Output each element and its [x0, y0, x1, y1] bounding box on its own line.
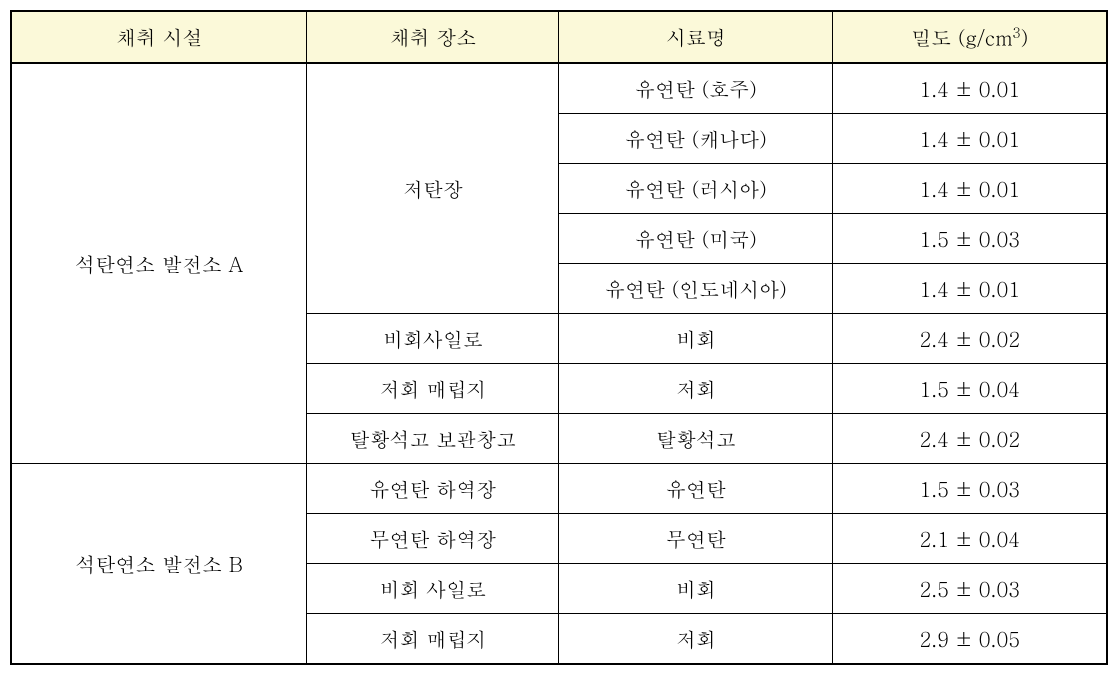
place-cell: 저회 매립지: [307, 363, 559, 413]
sample-cell: 무연탄: [559, 513, 833, 563]
density-cell: 2.5 ± 0.03: [833, 563, 1107, 613]
density-cell: 1.4 ± 0.01: [833, 263, 1107, 313]
table-row: 석탄연소 발전소 B 유연탄 하역장 유연탄 1.5 ± 0.03: [11, 463, 1107, 513]
place-cell: 무연탄 하역장: [307, 513, 559, 563]
header-facility: 채취 시설: [11, 11, 307, 63]
facility-cell: 석탄연소 발전소 B: [11, 463, 307, 664]
facility-cell: 석탄연소 발전소 A: [11, 63, 307, 464]
table-header: 채취 시설 채취 장소 시료명 밀도 (g/cm3): [11, 11, 1107, 63]
density-cell: 2.4 ± 0.02: [833, 313, 1107, 363]
sample-cell: 유연탄 (러시아): [559, 163, 833, 213]
sample-cell: 유연탄 (인도네시아): [559, 263, 833, 313]
header-density: 밀도 (g/cm3): [833, 11, 1107, 63]
sample-cell: 유연탄 (미국): [559, 213, 833, 263]
sample-cell: 유연탄 (호주): [559, 63, 833, 114]
density-table: 채취 시설 채취 장소 시료명 밀도 (g/cm3) 석탄연소 발전소 A 저탄…: [10, 10, 1108, 665]
density-cell: 1.4 ± 0.01: [833, 113, 1107, 163]
place-cell: 저탄장: [307, 63, 559, 314]
density-cell: 1.4 ± 0.01: [833, 163, 1107, 213]
density-cell: 2.4 ± 0.02: [833, 413, 1107, 463]
place-cell: 비회 사일로: [307, 563, 559, 613]
place-cell: 저회 매립지: [307, 613, 559, 664]
table-row: 석탄연소 발전소 A 저탄장 유연탄 (호주) 1.4 ± 0.01: [11, 63, 1107, 114]
header-place: 채취 장소: [307, 11, 559, 63]
place-cell: 비회사일로: [307, 313, 559, 363]
sample-cell: 저회: [559, 613, 833, 664]
density-cell: 2.9 ± 0.05: [833, 613, 1107, 664]
density-cell: 1.4 ± 0.01: [833, 63, 1107, 114]
sample-cell: 탈황석고: [559, 413, 833, 463]
sample-cell: 비회: [559, 563, 833, 613]
sample-cell: 저회: [559, 363, 833, 413]
density-cell: 1.5 ± 0.03: [833, 213, 1107, 263]
sample-cell: 유연탄: [559, 463, 833, 513]
density-cell: 1.5 ± 0.04: [833, 363, 1107, 413]
sample-cell: 비회: [559, 313, 833, 363]
table-body: 석탄연소 발전소 A 저탄장 유연탄 (호주) 1.4 ± 0.01 유연탄 (…: [11, 63, 1107, 664]
density-cell: 1.5 ± 0.03: [833, 463, 1107, 513]
header-sample: 시료명: [559, 11, 833, 63]
header-row: 채취 시설 채취 장소 시료명 밀도 (g/cm3): [11, 11, 1107, 63]
place-cell: 유연탄 하역장: [307, 463, 559, 513]
density-cell: 2.1 ± 0.04: [833, 513, 1107, 563]
place-cell: 탈황석고 보관창고: [307, 413, 559, 463]
sample-cell: 유연탄 (캐나다): [559, 113, 833, 163]
table-container: 채취 시설 채취 장소 시료명 밀도 (g/cm3) 석탄연소 발전소 A 저탄…: [10, 10, 1108, 665]
